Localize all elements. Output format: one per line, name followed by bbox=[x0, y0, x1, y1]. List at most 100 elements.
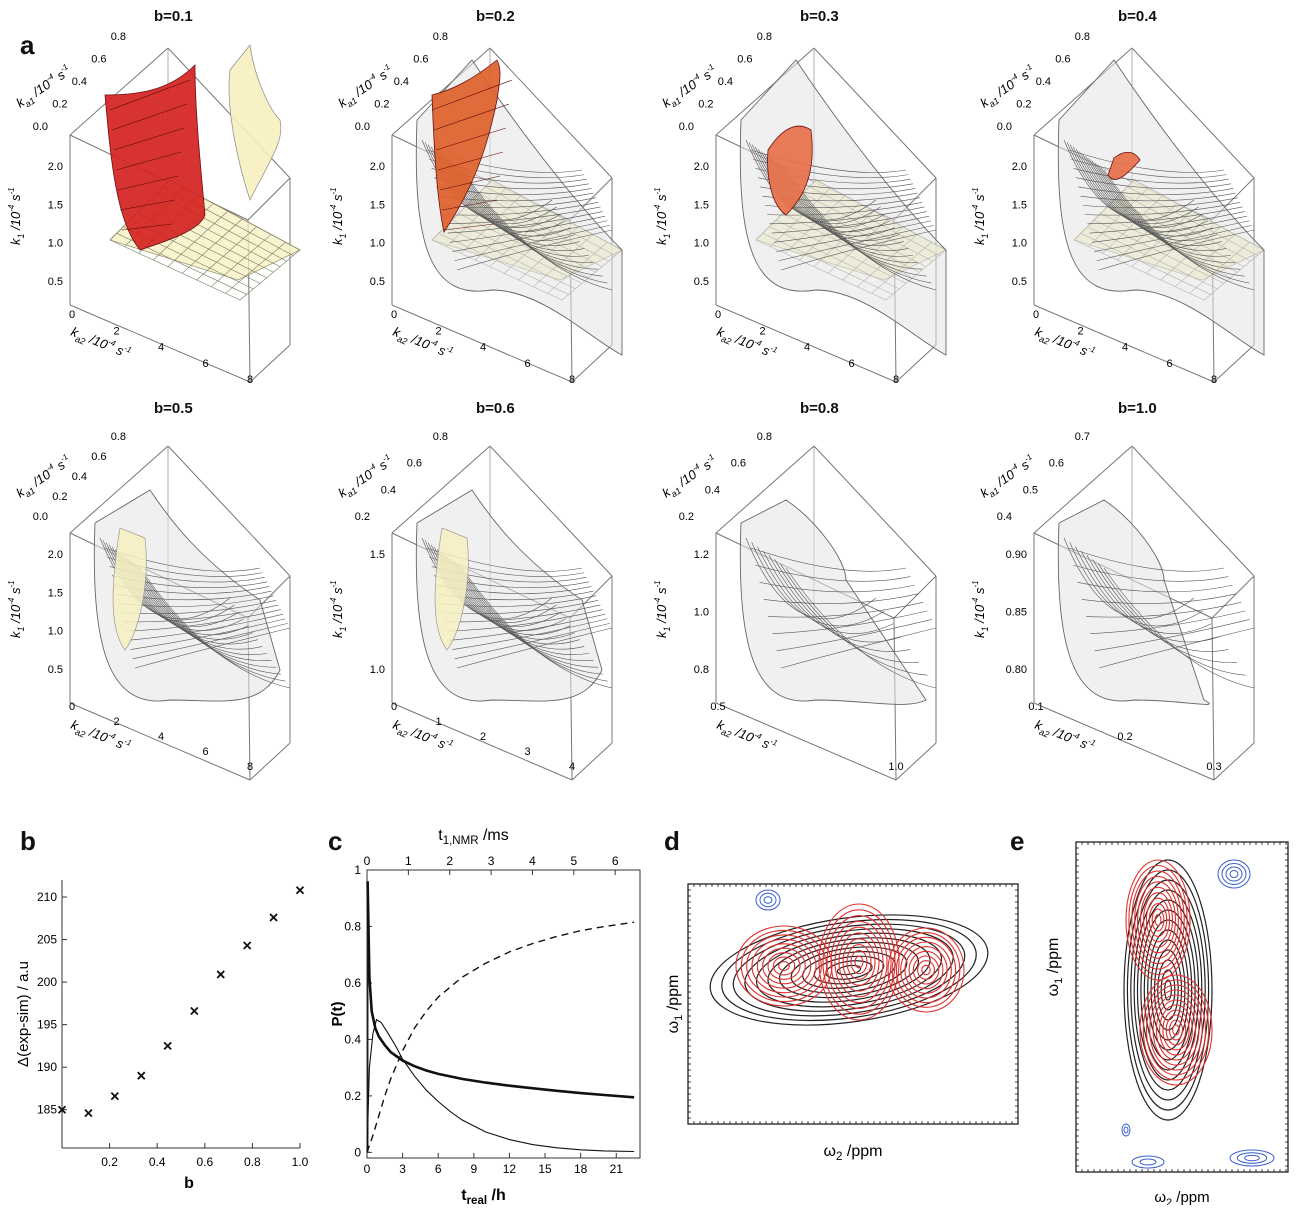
ka1-tick: 0.0 bbox=[997, 121, 1012, 133]
box-edge bbox=[1211, 617, 1215, 781]
series-line-thick bbox=[366, 881, 635, 1099]
k1-tick: 2.0 bbox=[1012, 161, 1027, 173]
box-edge bbox=[249, 742, 291, 781]
ka1-tick: 0.6 bbox=[1055, 54, 1070, 66]
ka1-tick: 0.6 bbox=[1049, 458, 1064, 470]
series-line-dashed bbox=[366, 921, 635, 1153]
ka1-tick: 0.6 bbox=[737, 54, 752, 66]
data-point bbox=[243, 941, 252, 950]
x-tick-label: 0 bbox=[364, 1162, 371, 1176]
k1-tick: 0.90 bbox=[1006, 549, 1027, 561]
ka2-tick: 4 bbox=[569, 761, 575, 773]
k1-axis-label: k1 /10-4 s-1 bbox=[971, 580, 990, 638]
k1-tick: 0.80 bbox=[1006, 664, 1027, 676]
panel-c-chart: 0 3 6 9 12 15 18 21 0 1 2 3 4 5 6 0 0.2 0.4 0.6 0.8 1 treal /… bbox=[322, 812, 662, 1207]
top-tick-label: 0 bbox=[364, 854, 371, 868]
y-tick-label: 210 bbox=[37, 890, 57, 904]
k1-axis-label: k1 /10-4 s-1 bbox=[7, 580, 26, 638]
ka2-tick: 6 bbox=[202, 746, 208, 758]
ka2-tick: 4 bbox=[1122, 342, 1128, 354]
ka1-tick: 0.8 bbox=[757, 431, 772, 443]
box-edge bbox=[69, 702, 251, 781]
ka1-axis-label: ka1 /10-4 s-1 bbox=[977, 452, 1040, 503]
box-edge bbox=[715, 702, 897, 781]
surface-plot-3: b=0.3 0.0 0.2 0.4 0.6 0.8 ka1 /10-4 s-1 0.5 1.0 1… bbox=[646, 0, 947, 390]
box-edge bbox=[895, 742, 937, 781]
x-tick-label: 0.4 bbox=[149, 1155, 166, 1169]
k1-tick: 2.0 bbox=[694, 161, 709, 173]
surface-plot-8: b=1.0 0.4 0.5 0.6 0.7 ka1 /10-4 s-1 0.80 0.85 0.… bbox=[964, 400, 1264, 790]
ka2-tick: 0 bbox=[69, 309, 75, 321]
ka1-tick: 0.8 bbox=[111, 31, 126, 43]
box-edge bbox=[1033, 445, 1133, 534]
k1-tick: 1.5 bbox=[1012, 199, 1027, 211]
red-surface bbox=[767, 125, 813, 216]
box-edge bbox=[69, 445, 169, 534]
box-edge bbox=[1211, 575, 1255, 619]
surface-plot-title: b=0.4 bbox=[1118, 8, 1157, 25]
k1-tick: 2.0 bbox=[48, 161, 63, 173]
y-tick-label: 190 bbox=[37, 1060, 57, 1074]
k1-axis-label: k1 /10-4 s-1 bbox=[329, 580, 348, 638]
k1-axis-label: k1 /10-4 s-1 bbox=[329, 187, 348, 245]
ka1-tick: 0.4 bbox=[997, 511, 1012, 523]
ka1-tick: 0.6 bbox=[91, 54, 106, 66]
y-axis-label: P(t) bbox=[329, 1002, 346, 1027]
surface-plot-title: b=1.0 bbox=[1118, 400, 1157, 417]
surface-plot-title: b=0.6 bbox=[476, 400, 515, 417]
top-tick-label: 6 bbox=[612, 854, 619, 868]
plot-frame bbox=[366, 869, 641, 1159]
grey-mesh-surface bbox=[739, 499, 937, 705]
ka1-tick: 0.6 bbox=[91, 451, 106, 463]
k1-tick: 1.5 bbox=[370, 549, 385, 561]
ka2-tick: 8 bbox=[893, 374, 899, 386]
box-edge bbox=[1033, 304, 1215, 383]
ka2-tick: 0.2 bbox=[1117, 731, 1132, 743]
ka1-axis-label: ka1 /10-4 s-1 bbox=[13, 452, 76, 503]
ka2-axis-label: ka2 /10-4 s-1 bbox=[68, 716, 133, 757]
data-point bbox=[295, 886, 305, 895]
box-edge bbox=[715, 304, 897, 383]
ka1-tick: 0.2 bbox=[698, 99, 713, 111]
ka2-axis-label: ka2 /10-4 s-1 bbox=[1032, 716, 1097, 757]
scatter-chart-svg: 0.2 0.4 0.6 0.8 1.0 185 190 195 200 205 210 b Δ(exp-… bbox=[15, 880, 309, 1192]
ka1-tick: 0.8 bbox=[111, 431, 126, 443]
k1-tick: 0.85 bbox=[1006, 607, 1027, 619]
box-edge bbox=[715, 445, 815, 534]
ka2-axis-label: ka2 /10-4 s-1 bbox=[1032, 323, 1097, 364]
y-tick-label: 185 bbox=[37, 1103, 57, 1117]
top-tick-label: 4 bbox=[529, 854, 536, 868]
ka1-tick: 0.4 bbox=[381, 484, 396, 496]
nmr-spectrum-d: ω2 /ppm ω1 /ppm bbox=[665, 883, 1019, 1163]
data-point bbox=[84, 1108, 93, 1118]
data-point bbox=[163, 1041, 172, 1051]
ka1-tick: 0.0 bbox=[679, 121, 694, 133]
surface-plot-svg: 0.4 0.5 0.6 0.7 ka1 /10-4 s-1 0.80 0.85 0.90 k1 … bbox=[971, 431, 1255, 781]
nmr-spectrum-e: ω2 /ppm ω1 /ppm bbox=[1045, 841, 1289, 1209]
box-edge bbox=[167, 445, 291, 577]
ka1-tick: 0.2 bbox=[679, 511, 694, 523]
yellow-surface bbox=[434, 527, 469, 651]
ka1-tick: 0.6 bbox=[407, 458, 422, 470]
ka2-tick: 3 bbox=[524, 746, 530, 758]
top-tick-label: 3 bbox=[488, 854, 495, 868]
y-tick-label: 0.2 bbox=[344, 1089, 361, 1103]
ka2-tick: 1 bbox=[435, 716, 441, 728]
box-edge bbox=[1213, 742, 1255, 781]
ka2-tick: 8 bbox=[1211, 374, 1217, 386]
panel-b-chart: 0.2 0.4 0.6 0.8 1.0 185 190 195 200 205 210 b Δ(exp-… bbox=[0, 850, 320, 1195]
ka2-tick: 2 bbox=[759, 325, 765, 337]
x-tick-label: 18 bbox=[574, 1162, 588, 1176]
grey-mesh-surface bbox=[1057, 59, 1265, 356]
data-point bbox=[216, 970, 225, 979]
red-surface bbox=[1107, 151, 1141, 180]
ka2-tick: 4 bbox=[158, 731, 164, 743]
k1-tick: 0.5 bbox=[1012, 276, 1027, 288]
ka1-tick: 0.2 bbox=[1016, 99, 1031, 111]
ka1-tick: 0.2 bbox=[52, 99, 67, 111]
ka2-tick: 6 bbox=[524, 358, 530, 370]
